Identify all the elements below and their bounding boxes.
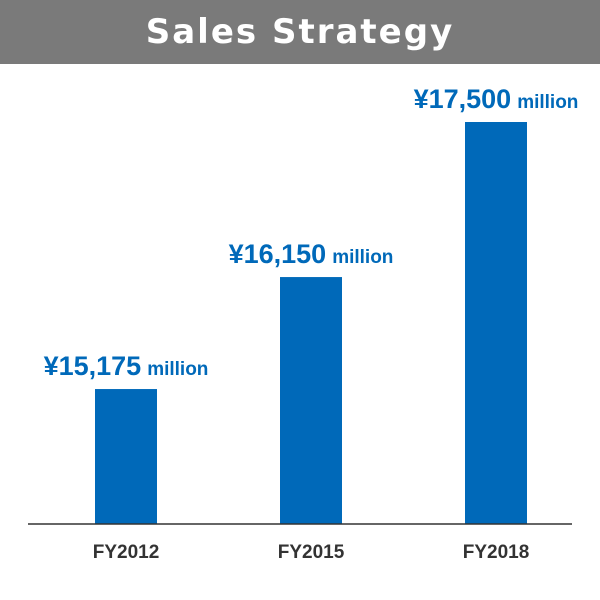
category-label-fy2018: FY2018 <box>463 542 530 563</box>
category-labels-layer: FY2012 FY2015 FY2018 <box>93 542 530 563</box>
bar-chart: ¥15,175 million¥16,150 million¥17,500 milli… <box>28 84 579 563</box>
category-label-fy2012: FY2012 <box>93 542 160 563</box>
title-bar: Sales Strategy <box>0 0 600 64</box>
value-amount: ¥17,500 <box>414 84 512 114</box>
bar-fy2018 <box>465 122 527 524</box>
value-amount: ¥16,150 <box>229 239 327 269</box>
value-unit: million <box>147 359 208 380</box>
value-label-fy2012: ¥15,175 million <box>44 351 209 381</box>
value-amount: ¥15,175 <box>44 351 142 381</box>
chart-title: Sales Strategy <box>145 12 455 52</box>
value-unit: million <box>332 247 393 268</box>
category-label-fy2015: FY2015 <box>278 542 345 563</box>
bar-fy2012 <box>95 389 157 524</box>
value-unit: million <box>517 92 578 113</box>
value-label-fy2018: ¥17,500 million <box>414 84 579 114</box>
bar-fy2015 <box>280 277 342 524</box>
bars-layer <box>95 122 527 524</box>
value-labels-layer: ¥15,175 million¥16,150 million¥17,500 milli… <box>44 84 579 381</box>
value-label-fy2015: ¥16,150 million <box>229 239 394 269</box>
